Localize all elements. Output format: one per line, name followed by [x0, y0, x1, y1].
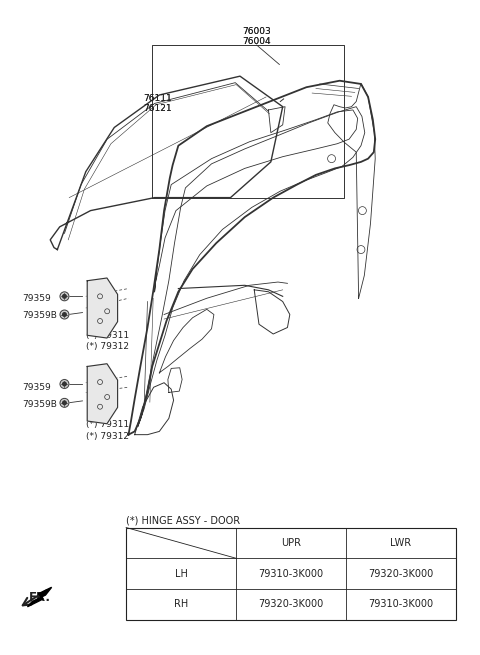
Text: RH: RH [174, 599, 188, 609]
Text: 76003
76004: 76003 76004 [242, 27, 271, 47]
Text: (*) HINGE ASSY - DOOR: (*) HINGE ASSY - DOOR [126, 515, 240, 525]
Text: 79359B: 79359B [22, 400, 57, 409]
Text: (*) 79312: (*) 79312 [86, 343, 129, 352]
Text: (*) 79311: (*) 79311 [86, 331, 129, 340]
Text: LH: LH [175, 569, 188, 578]
Text: 76111
76121: 76111 76121 [143, 94, 171, 113]
Text: 76003
76004: 76003 76004 [242, 27, 271, 47]
Text: 79359: 79359 [22, 383, 50, 392]
Text: 79310-3K000: 79310-3K000 [258, 569, 324, 578]
Circle shape [60, 398, 69, 407]
Text: 79320-3K000: 79320-3K000 [368, 569, 433, 578]
Circle shape [60, 310, 69, 319]
Circle shape [60, 379, 69, 388]
Polygon shape [87, 364, 118, 424]
Text: 79320-3K000: 79320-3K000 [258, 599, 324, 609]
Bar [126, 527, 456, 620]
Text: 79310-3K000: 79310-3K000 [368, 599, 433, 609]
Circle shape [63, 295, 66, 298]
Text: 79359: 79359 [22, 294, 50, 303]
Text: UPR: UPR [281, 538, 301, 548]
Text: (*) 79312: (*) 79312 [86, 432, 129, 441]
Polygon shape [27, 588, 52, 607]
Circle shape [63, 383, 66, 386]
Text: LWR: LWR [390, 538, 411, 548]
Text: 76111
76121: 76111 76121 [143, 94, 171, 113]
Text: 79359B: 79359B [22, 311, 57, 320]
Circle shape [60, 292, 69, 301]
Circle shape [63, 312, 66, 316]
Text: (*) 79311: (*) 79311 [86, 421, 129, 430]
Circle shape [63, 401, 66, 405]
Polygon shape [87, 278, 118, 338]
Text: FR.: FR. [29, 591, 51, 603]
